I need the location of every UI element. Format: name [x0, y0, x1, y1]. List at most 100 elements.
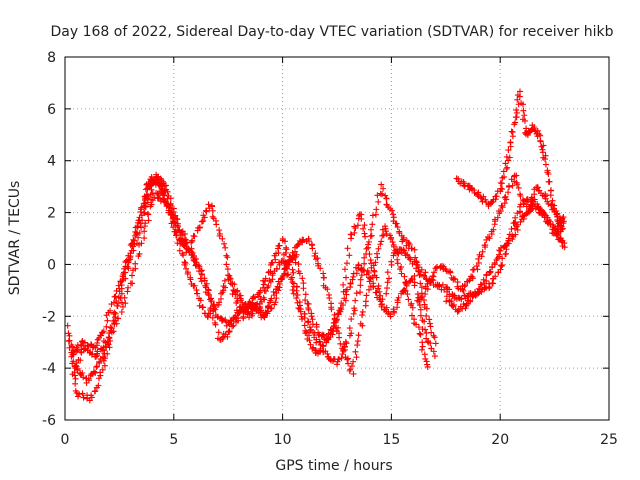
data-point: [199, 303, 206, 310]
data-point: [102, 355, 109, 362]
data-point: [348, 330, 355, 337]
data-point: [390, 306, 397, 313]
data-point: [350, 358, 357, 365]
data-point: [267, 305, 274, 312]
data-point: [366, 251, 373, 258]
data-point: [499, 204, 506, 211]
data-point: [330, 327, 337, 334]
data-point: [213, 221, 220, 228]
data-point: [369, 221, 376, 228]
data-point: [422, 290, 429, 297]
data-point: [354, 342, 361, 349]
data-point: [372, 259, 379, 266]
data-point: [528, 194, 535, 201]
data-point: [300, 285, 307, 292]
data-point: [118, 290, 125, 297]
data-point: [297, 306, 304, 313]
data-point: [427, 340, 434, 347]
x-tick-label: 5: [169, 432, 178, 448]
data-point: [482, 242, 489, 249]
data-point: [296, 302, 303, 309]
data-point: [384, 269, 391, 276]
data-point: [338, 300, 345, 307]
data-point: [469, 273, 476, 280]
data-point: [379, 191, 386, 198]
data-point: [295, 240, 302, 247]
data-point: [359, 308, 366, 315]
data-point: [348, 363, 355, 370]
data-point: [350, 310, 357, 317]
data-point: [375, 245, 382, 252]
data-point: [460, 287, 467, 294]
data-point: [538, 143, 545, 150]
data-point: [293, 251, 300, 258]
data-point: [223, 261, 230, 268]
data-point: [179, 237, 186, 244]
data-point: [112, 293, 119, 300]
data-point: [107, 307, 114, 314]
data-point: [417, 312, 424, 319]
data-point: [198, 271, 205, 278]
data-point: [517, 192, 524, 199]
data-point: [224, 266, 231, 273]
data-point: [378, 302, 385, 309]
data-point: [192, 262, 199, 269]
data-point: [156, 195, 163, 202]
data-point: [226, 275, 233, 282]
data-point: [346, 252, 353, 259]
data-point: [146, 183, 153, 190]
data-point: [308, 241, 315, 248]
data-point: [505, 147, 512, 154]
data-point: [93, 363, 100, 370]
data-point: [184, 270, 191, 277]
data-point: [276, 242, 283, 249]
data-point: [363, 292, 370, 299]
data-point: [367, 283, 374, 290]
data-point: [340, 288, 347, 295]
data-point: [427, 278, 434, 285]
data-point: [203, 208, 210, 215]
data-point: [405, 296, 412, 303]
data-point: [343, 274, 350, 281]
data-point: [208, 298, 215, 305]
data-point: [282, 249, 289, 256]
tick-labels: 0 5 10 15 20 25 -6 -4 -2 0 2 4 6 8: [42, 50, 618, 448]
data-point: [394, 224, 401, 231]
data-point: [69, 343, 76, 350]
data-point: [113, 320, 120, 327]
data-point: [125, 252, 132, 259]
data-point: [489, 264, 496, 271]
data-point: [362, 298, 369, 305]
data-point: [220, 283, 227, 290]
data-point: [546, 178, 553, 185]
x-tick-label: 15: [382, 432, 400, 448]
data-point: [173, 232, 180, 239]
data-point: [526, 208, 533, 215]
data-point: [295, 261, 302, 268]
data-point: [505, 237, 512, 244]
data-point: [64, 322, 71, 329]
data-point: [134, 223, 141, 230]
data-point: [343, 260, 350, 267]
data-point: [422, 269, 429, 276]
data-point: [273, 295, 280, 302]
data-point: [548, 202, 555, 209]
data-point: [129, 272, 136, 279]
data-point: [100, 328, 107, 335]
data-point: [73, 359, 80, 366]
data-point: [515, 184, 522, 191]
data-point: [227, 317, 234, 324]
data-point: [142, 220, 149, 227]
data-point: [209, 213, 216, 220]
data-point: [482, 196, 489, 203]
data-point: [470, 187, 477, 194]
data-point: [216, 299, 223, 306]
data-point: [354, 222, 361, 229]
data-point: [262, 288, 269, 295]
data-point: [534, 127, 541, 134]
data-point: [333, 316, 340, 323]
data-point: [537, 206, 544, 213]
data-point: [315, 332, 322, 339]
data-point: [520, 201, 527, 208]
data-point: [118, 299, 125, 306]
